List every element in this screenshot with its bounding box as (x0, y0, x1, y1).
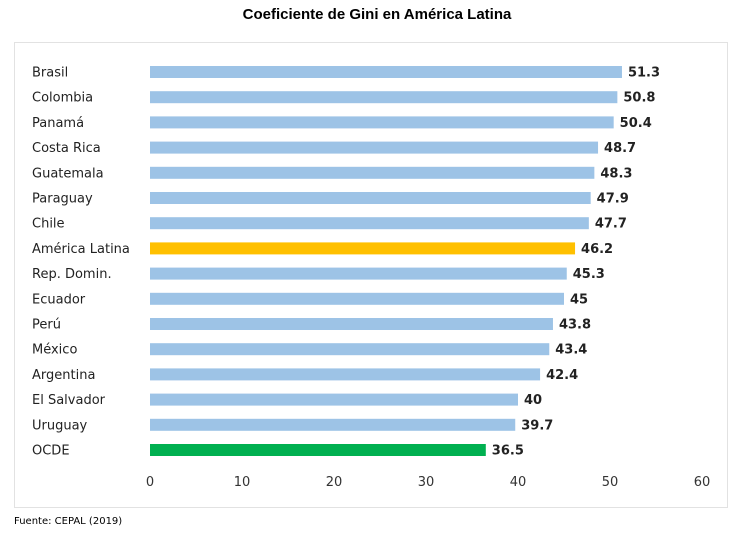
value-label: 45.3 (573, 267, 605, 282)
value-label: 51.3 (628, 66, 660, 81)
bar (150, 368, 541, 381)
bar (150, 242, 576, 255)
chart-title: Coeficiente de Gini en América Latina (242, 6, 512, 23)
category-label: Perú (32, 318, 61, 333)
value-label: 43.4 (555, 343, 587, 358)
chart-area (14, 42, 728, 508)
value-label: 39.7 (521, 418, 553, 433)
category-label: América Latina (32, 242, 130, 257)
category-label: Paraguay (32, 192, 93, 207)
value-label: 50.8 (623, 91, 655, 106)
x-tick-label: 60 (694, 475, 711, 490)
value-label: 36.5 (492, 444, 524, 459)
bar (150, 192, 591, 204)
value-label: 43.8 (559, 318, 591, 333)
bar (150, 393, 518, 406)
category-label: México (32, 343, 77, 358)
x-tick-label: 0 (146, 475, 154, 490)
value-label: 45 (570, 292, 588, 307)
bar (150, 267, 567, 280)
category-label: El Salvador (32, 393, 106, 408)
value-label: 47.9 (597, 192, 629, 207)
x-tick-label: 40 (510, 475, 527, 490)
x-tick-label: 50 (602, 475, 619, 490)
bar (150, 141, 599, 154)
category-label: Uruguay (32, 418, 88, 433)
value-label: 48.7 (604, 141, 636, 156)
category-label: Guatemala (32, 166, 104, 181)
category-label: Argentina (32, 368, 95, 383)
category-label: Chile (32, 217, 65, 232)
bar (150, 418, 516, 431)
value-label: 40 (524, 393, 542, 408)
category-label: OCDE (32, 444, 70, 459)
bar (150, 343, 550, 356)
bar (150, 292, 564, 305)
value-label: 50.4 (620, 116, 652, 131)
value-label: 46.2 (581, 242, 613, 257)
bar (150, 66, 622, 78)
bar (150, 91, 618, 104)
bar (150, 444, 486, 456)
bar (150, 166, 595, 179)
value-label: 42.4 (546, 368, 578, 383)
x-tick-label: 20 (326, 475, 343, 490)
category-label: Brasil (32, 66, 68, 81)
category-label: Costa Rica (32, 141, 101, 156)
x-tick-label: 30 (418, 475, 435, 490)
bar (150, 116, 614, 129)
category-label: Panamá (32, 116, 84, 131)
value-label: 47.7 (595, 217, 627, 232)
bar (150, 318, 553, 330)
category-label: Rep. Domin. (32, 267, 112, 282)
value-label: 48.3 (600, 166, 632, 181)
category-label: Colombia (32, 91, 93, 106)
category-label: Ecuador (32, 292, 86, 307)
source-note: Fuente: CEPAL (2019) (14, 516, 123, 527)
bar (150, 217, 589, 230)
x-tick-label: 10 (234, 475, 251, 490)
